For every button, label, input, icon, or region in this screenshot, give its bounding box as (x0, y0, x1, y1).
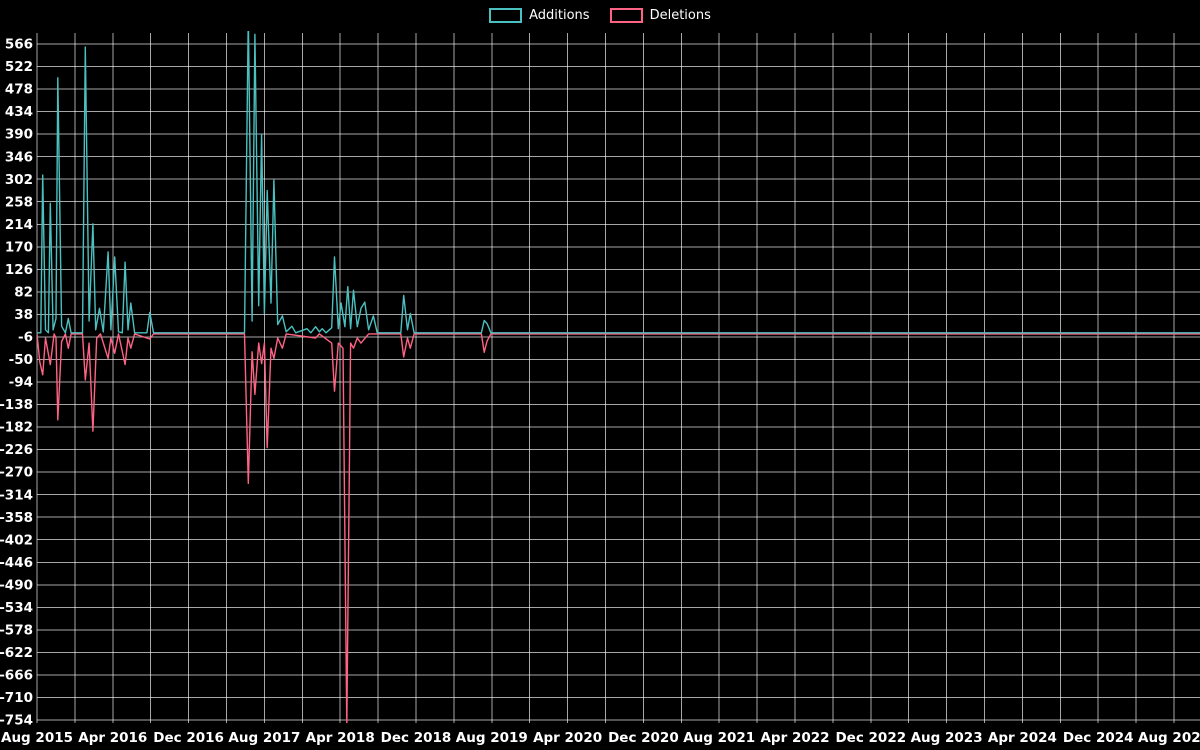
y-tick-label: 522 (5, 59, 33, 75)
y-tick-label: 214 (5, 217, 33, 233)
y-tick-label: 434 (5, 104, 33, 120)
y-tick-label: -270 (0, 465, 33, 481)
x-tick-label: Dec 2024 (1063, 730, 1134, 746)
y-tick-label: 390 (5, 127, 33, 143)
y-tick-label: -182 (0, 420, 33, 436)
x-tick-label: Apr 2024 (988, 730, 1057, 746)
additions-swatch (489, 8, 523, 23)
x-tick-label: Apr 2018 (306, 730, 375, 746)
legend-label-additions: Additions (529, 8, 590, 23)
x-tick-label: Dec 2018 (381, 730, 452, 746)
legend-item-additions[interactable]: Additions (489, 8, 590, 23)
y-tick-label: -754 (0, 713, 33, 729)
deletions-swatch (609, 8, 643, 23)
y-tick-label: 478 (5, 82, 33, 98)
y-tick-label: -138 (0, 397, 33, 413)
x-tick-label: Dec 2020 (608, 730, 679, 746)
x-tick-label: Aug 2023 (911, 730, 983, 746)
y-tick-label: -622 (0, 645, 33, 661)
x-tick-label: Dec 2022 (835, 730, 906, 746)
y-tick-label: 126 (5, 262, 33, 278)
legend-label-deletions: Deletions (649, 8, 711, 23)
legend-item-deletions[interactable]: Deletions (609, 8, 711, 23)
x-tick-label: Aug 2021 (683, 730, 755, 746)
x-tick-label: Aug 2015 (1, 730, 73, 746)
y-tick-label: 566 (5, 37, 33, 53)
y-tick-label: -6 (18, 330, 33, 346)
y-tick-label: -446 (0, 555, 33, 571)
x-tick-label: Apr 2020 (533, 730, 602, 746)
y-tick-label: -402 (0, 532, 33, 548)
x-tick-label: Aug 2017 (228, 730, 300, 746)
x-tick-label: Apr 2016 (78, 730, 147, 746)
y-tick-label: 38 (14, 307, 33, 323)
x-tick-label: Apr 2022 (760, 730, 829, 746)
y-tick-label: -358 (0, 510, 33, 526)
y-tick-label: 302 (5, 172, 33, 188)
additions-line (37, 31, 1200, 334)
y-tick-label: -534 (0, 600, 33, 616)
x-tick-label: Aug 2025 (1138, 730, 1200, 746)
y-tick-label: 170 (5, 239, 33, 255)
y-tick-label: -50 (9, 352, 33, 368)
y-tick-label: -226 (0, 442, 33, 458)
y-tick-label: -666 (0, 668, 33, 684)
y-tick-label: -578 (0, 623, 33, 639)
deletions-line (37, 333, 1200, 723)
y-tick-label: 346 (5, 149, 33, 165)
x-tick-label: Dec 2016 (153, 730, 224, 746)
legend: Additions Deletions (0, 8, 1200, 23)
y-tick-label: -314 (0, 487, 33, 503)
y-tick-label: -94 (9, 375, 33, 391)
y-tick-label: 258 (5, 194, 33, 210)
x-tick-label: Aug 2019 (456, 730, 528, 746)
y-tick-label: 82 (14, 285, 33, 301)
y-tick-label: -710 (0, 690, 33, 706)
y-tick-label: -490 (0, 577, 33, 593)
